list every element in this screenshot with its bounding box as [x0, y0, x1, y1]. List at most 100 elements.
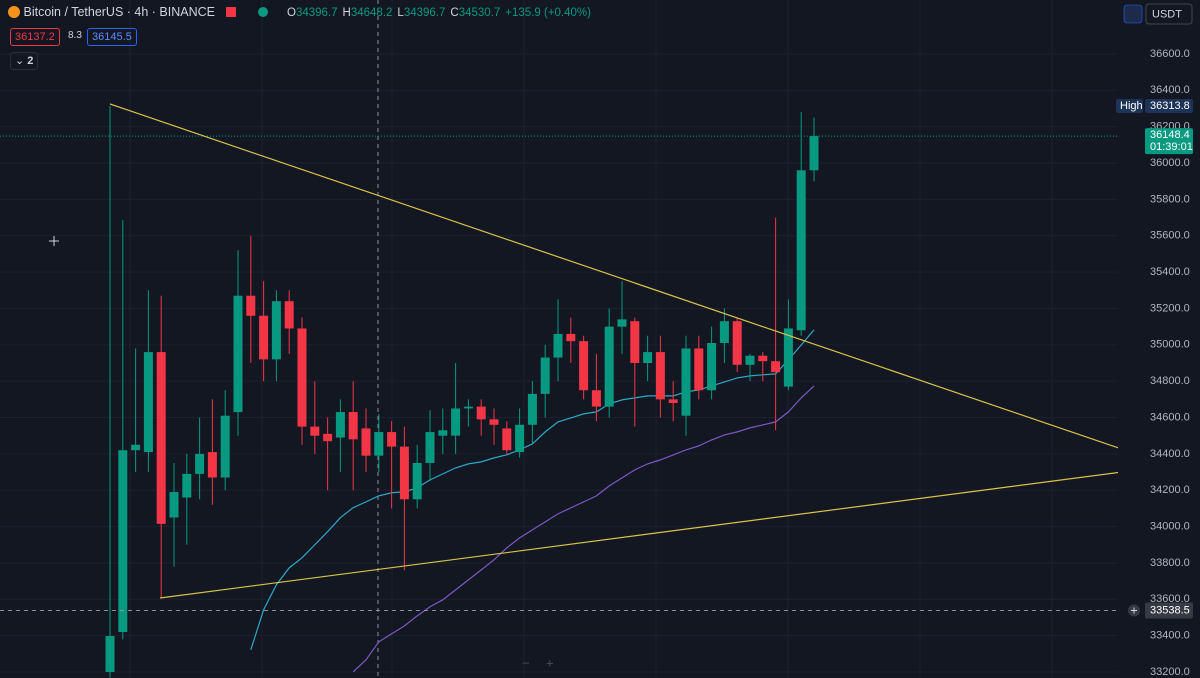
ohlc-value: 34396.7	[403, 7, 446, 19]
candle-body	[591, 390, 601, 407]
screenshot-button[interactable]	[1123, 4, 1143, 24]
candle-body	[323, 433, 333, 442]
high-tag-box	[1116, 99, 1143, 114]
candle-body	[220, 415, 230, 478]
candle-body	[271, 301, 281, 360]
ohlc-key: C	[450, 7, 459, 19]
cursor-cross	[49, 236, 59, 246]
candle-body	[502, 428, 512, 451]
zoom-in[interactable]: +	[546, 655, 554, 670]
y-tick-label: 36000.0	[1150, 157, 1190, 169]
ohlc-key: H	[342, 7, 351, 19]
y-tick-label: 33200.0	[1150, 666, 1190, 678]
candle-body	[246, 295, 256, 316]
indicators-toggle[interactable]: ⌄ 2	[10, 52, 39, 70]
ohlc-values: O34396.7 H34648.2 L34396.7 C34530.7 +135.9 (…	[287, 7, 591, 19]
candle-body	[796, 170, 806, 331]
candle-body	[105, 636, 115, 673]
y-tick-label: 35400.0	[1150, 266, 1190, 278]
candle-body	[169, 492, 179, 518]
candle-body	[463, 406, 473, 409]
candle-body	[489, 419, 499, 425]
y-tick-label: 35600.0	[1150, 230, 1190, 242]
y-tick-label: 33800.0	[1150, 557, 1190, 569]
sell-button[interactable]: 36137.2	[10, 28, 60, 46]
zoom-out[interactable]: −	[522, 655, 530, 670]
y-tick-label: 35000.0	[1150, 339, 1190, 351]
last-price-box	[1145, 128, 1193, 155]
symbol-name: Bitcoin / TetherUS · 4h · BINANCE	[23, 5, 215, 19]
price-change: +135.9 (+0.40%)	[505, 7, 591, 19]
candle-body	[297, 328, 307, 427]
candle-body	[783, 328, 793, 387]
y-tick-label: 35200.0	[1150, 302, 1190, 314]
ohlc-key: O	[287, 7, 296, 19]
crosshair-price: 33538.5	[1150, 604, 1190, 616]
candle-body	[412, 462, 422, 500]
y-tick-label: 34600.0	[1150, 411, 1190, 423]
candle-body	[348, 412, 358, 440]
candle-body	[771, 361, 781, 373]
candle-body	[758, 355, 768, 362]
y-tick-label: 34800.0	[1150, 375, 1190, 387]
candle-body	[387, 432, 397, 447]
bottom-toolbar: − +	[522, 655, 554, 670]
indicators-count: 2	[27, 55, 34, 67]
candle-body	[732, 321, 742, 365]
currency-label: USDT	[1152, 8, 1182, 20]
moving-average	[352, 385, 815, 673]
y-tick-label: 34000.0	[1150, 520, 1190, 532]
candle-body	[719, 321, 729, 343]
high-value: 36313.8	[1150, 100, 1190, 112]
crosshair-price-box	[1145, 602, 1193, 619]
candle-body	[156, 352, 166, 524]
symbol-icon	[8, 6, 20, 18]
candle-body	[131, 444, 141, 451]
ohlc-value: 34396.7	[295, 7, 338, 19]
trendline-lower	[159, 468, 1146, 599]
y-tick-label: 35800.0	[1150, 193, 1190, 205]
candle-body	[182, 473, 192, 498]
candle-body	[438, 430, 448, 436]
candle-body	[335, 412, 345, 438]
trendline-upper	[109, 103, 1146, 458]
candle-body	[425, 432, 435, 463]
high-tag: High	[1120, 100, 1143, 112]
buy-button[interactable]: 36145.5	[87, 28, 137, 46]
currency-button[interactable]	[1145, 3, 1193, 25]
candle-body	[540, 357, 550, 394]
y-tick-label: 36600.0	[1150, 48, 1190, 60]
candle-body	[630, 321, 640, 363]
y-tick-label: 36400.0	[1150, 84, 1190, 96]
candle-body	[655, 352, 665, 400]
candle-body	[476, 406, 486, 420]
y-tick-label: 33400.0	[1150, 630, 1190, 642]
last-price-label: 36148.4	[1150, 129, 1190, 141]
candle-body	[207, 452, 217, 478]
candle-body	[527, 393, 537, 425]
candle-body	[284, 301, 294, 329]
candle-body	[745, 355, 755, 365]
candle-body	[143, 352, 153, 453]
candle-body	[617, 319, 627, 327]
candle-body	[566, 333, 576, 342]
candle-body	[643, 352, 653, 363]
candle-body	[399, 446, 409, 500]
countdown-label: 01:39:01	[1150, 141, 1193, 153]
ohlc-value: 34530.7	[458, 7, 501, 19]
candle-body	[118, 450, 128, 633]
market-status	[257, 7, 268, 17]
candle-body	[809, 136, 819, 171]
candle-body	[681, 348, 691, 416]
candle-body	[694, 348, 704, 391]
candle-body	[668, 399, 678, 403]
candle-body	[195, 453, 205, 474]
candle-body	[361, 428, 371, 456]
flag[interactable]	[226, 7, 237, 17]
candle-body	[310, 426, 320, 436]
candle-body	[233, 295, 243, 413]
spread: 8.3	[68, 30, 82, 41]
candle-body	[515, 424, 525, 453]
